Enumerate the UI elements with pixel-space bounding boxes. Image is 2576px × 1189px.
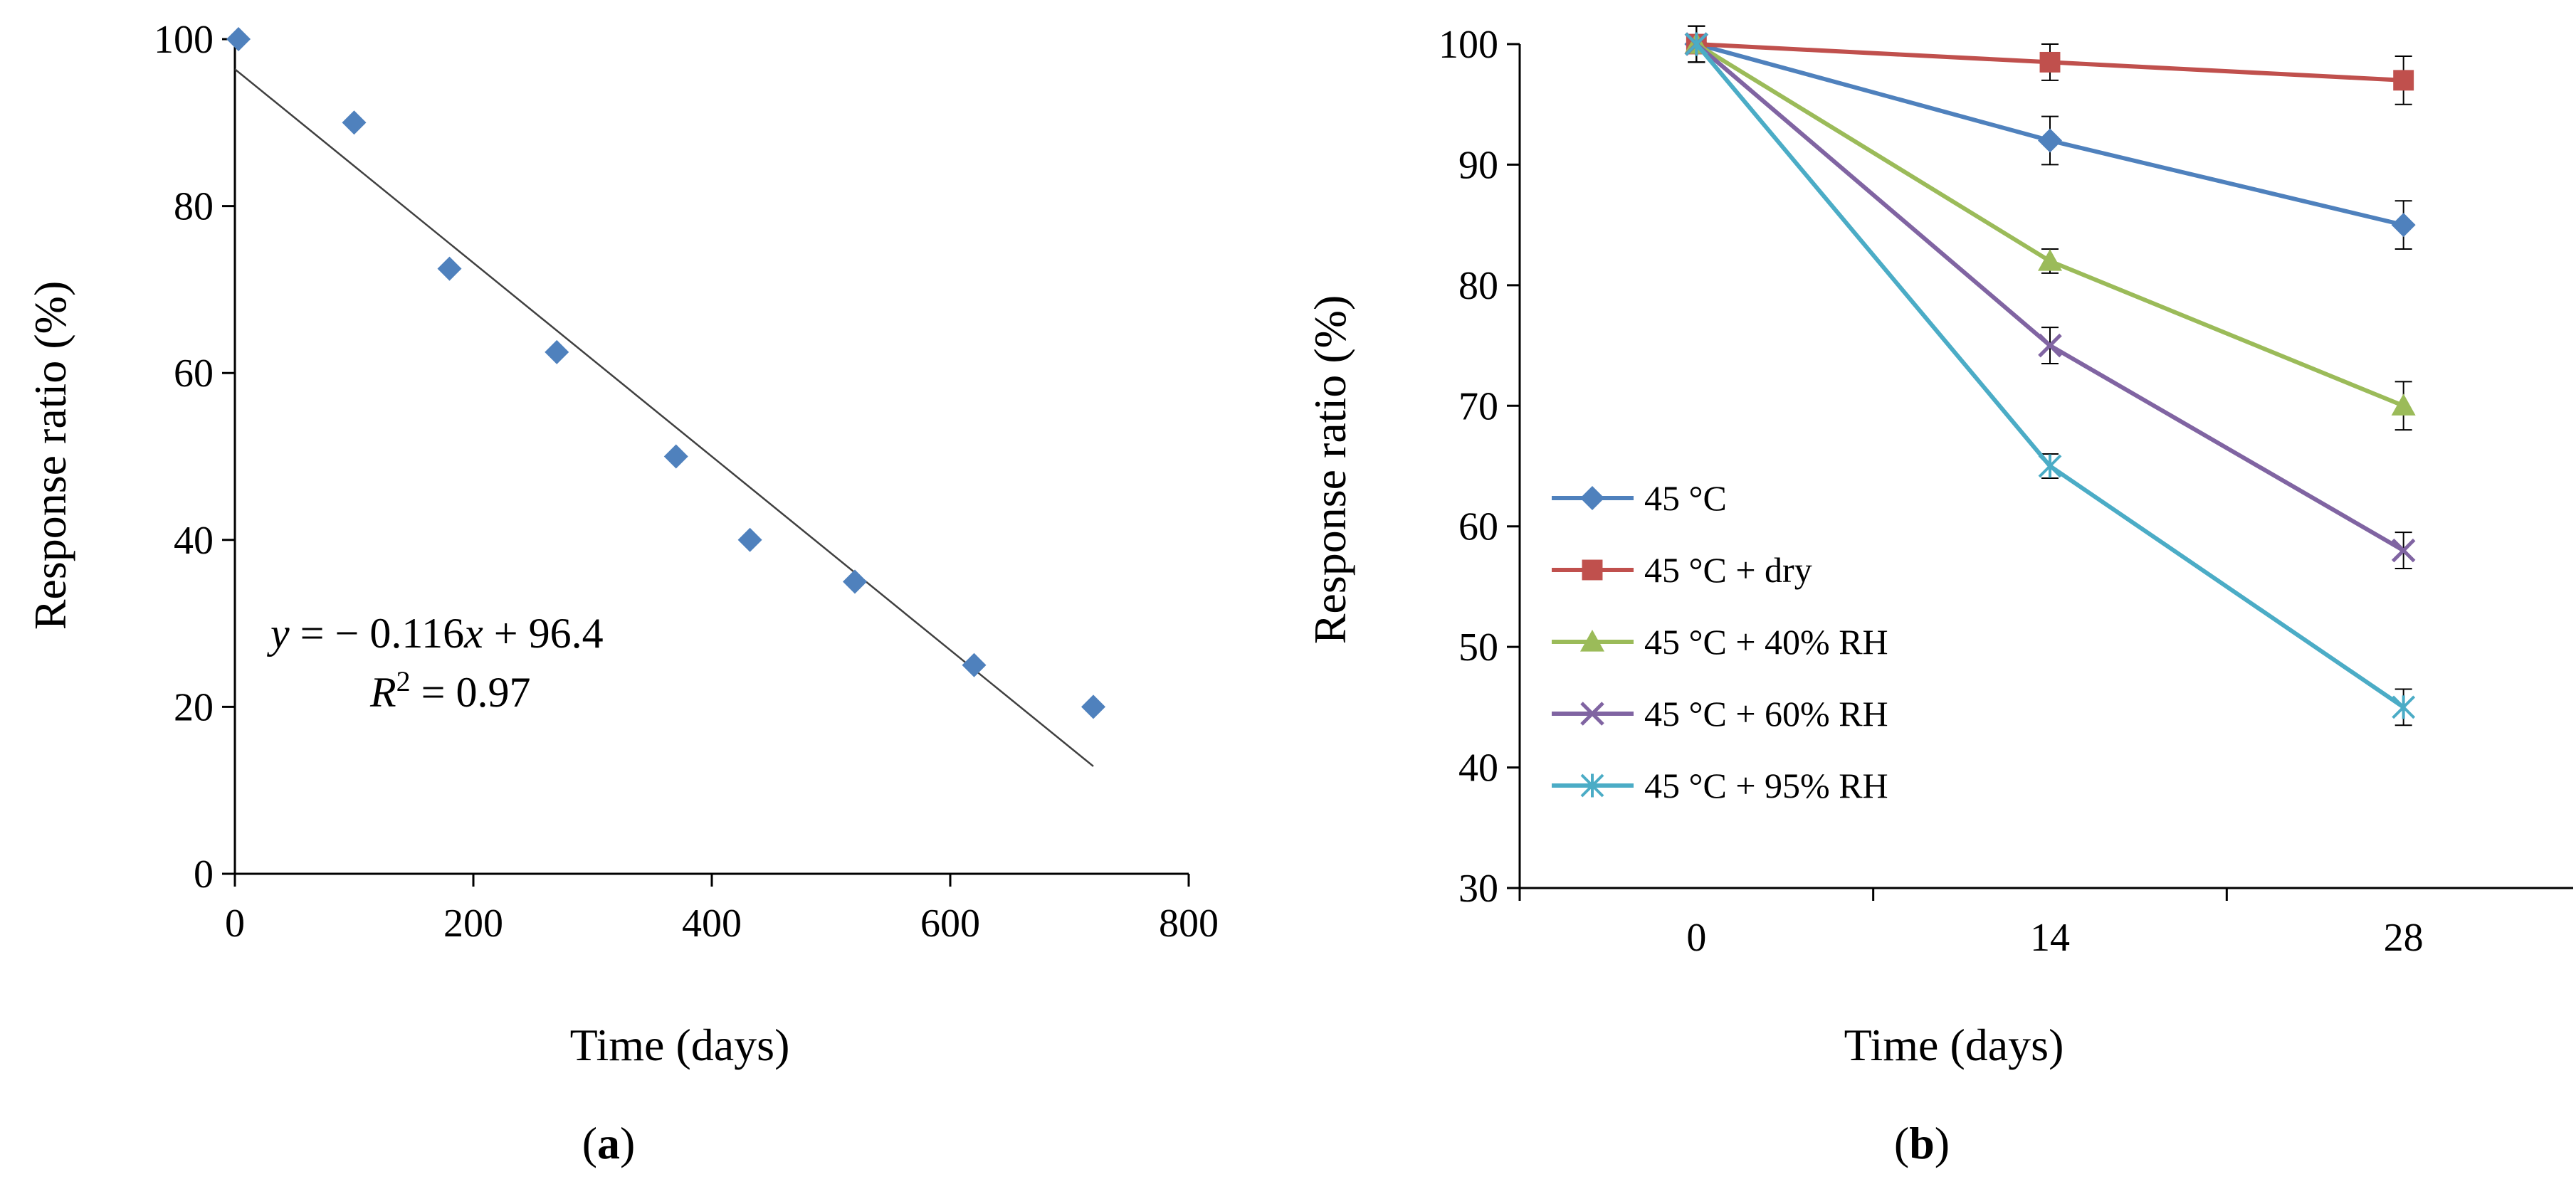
chart-marks: 0 20 40 60 80 100 0 200 400 600 800 30 40 50 60 70 80 90 1…	[154, 18, 2573, 960]
panel-a: Time (days) Response ratio (%) (a) y = −…	[25, 281, 789, 1168]
legend-label: 45 °C + 40% RH	[1644, 622, 1888, 662]
panel-a-y-tick-label: 40	[174, 519, 214, 563]
legend-item: 45 °C	[1552, 478, 1727, 518]
panel-a-x-tick-label: 400	[682, 902, 742, 946]
panel-b-y-tick-label: 100	[1439, 23, 1498, 67]
panel-a-y-tick-label: 0	[194, 852, 214, 897]
scatter-point	[226, 27, 251, 51]
series-point	[2393, 70, 2414, 91]
legend-item: 45 °C + 95% RH	[1552, 766, 1888, 805]
legend-label: 45 °C + dry	[1644, 550, 1812, 590]
panel-b-y-tick-label: 60	[1458, 505, 1498, 549]
panel-a-x-tick-label: 800	[1159, 902, 1219, 946]
panel-b-y-axis-title: Response ratio (%)	[1305, 295, 1355, 645]
panel-a-x-tick-label: 600	[920, 902, 980, 946]
scatter-point	[1081, 694, 1105, 719]
series-point	[2038, 248, 2062, 271]
panel-a-label: (a)	[582, 1118, 636, 1168]
panel-b-y-tick-label: 80	[1458, 264, 1498, 308]
series-point	[1684, 32, 1708, 56]
series-point-stroke-2	[2038, 333, 2062, 358]
scatter-point	[962, 652, 987, 677]
fit-equation: y = − 0.116x + 96.4	[266, 610, 604, 657]
panel-b-y-tick-label: 50	[1458, 625, 1498, 670]
scatter-point	[843, 569, 867, 594]
legend-swatch-marker	[1582, 559, 1603, 581]
legend-swatch-marker-stroke-2	[1580, 702, 1604, 726]
panel-b-x-tick-label: 28	[2384, 916, 2424, 960]
scatter-point	[545, 339, 569, 364]
panel-b-x-tick-label: 0	[1686, 916, 1706, 960]
series-point	[2391, 393, 2416, 416]
panel-b-y-tick-label: 90	[1458, 143, 1498, 187]
series-4	[1684, 25, 2416, 570]
panel-a-y-axis-title: Response ratio (%)	[25, 281, 75, 630]
scatter-point	[437, 256, 462, 281]
series-point	[2038, 454, 2062, 478]
series-5	[1684, 25, 2416, 726]
series-point	[2039, 51, 2061, 73]
series-point	[2038, 128, 2062, 153]
panel-a-y-tick-label: 20	[174, 685, 214, 729]
legend-swatch-marker	[1580, 773, 1604, 798]
panel-a-y-tick-label: 100	[154, 18, 214, 62]
panel-b-label: (b)	[1894, 1118, 1950, 1168]
series-point-stroke-2	[2391, 538, 2416, 563]
fit-line	[234, 68, 1094, 767]
fit-r-squared: R2 = 0.97	[369, 665, 531, 716]
series-point	[2391, 213, 2416, 238]
panel-b-y-tick-label: 70	[1458, 384, 1498, 428]
series-point	[2038, 333, 2062, 358]
legend-item: 45 °C + 40% RH	[1552, 622, 1888, 662]
panel-b-y-tick-label: 40	[1458, 746, 1498, 791]
legend-swatch-marker	[1580, 486, 1604, 510]
panel-b-x-tick-label: 14	[2030, 916, 2070, 960]
panel-a-x-axis-title: Time (days)	[570, 1020, 790, 1070]
legend-swatch-marker	[1580, 630, 1604, 652]
series-3	[1684, 25, 2416, 431]
panel-a-y-tick-label: 80	[174, 185, 214, 229]
panel-a-x-tick-label: 0	[225, 902, 245, 946]
series-2	[1686, 25, 2414, 105]
panel-b: Time (days) Response ratio (%) (b)	[1305, 295, 2064, 1168]
series-point	[2391, 538, 2416, 563]
legend-swatch-marker	[1580, 702, 1604, 726]
legend-label: 45 °C + 60% RH	[1644, 694, 1888, 734]
legend-item: 45 °C + dry	[1552, 550, 1812, 590]
legend-label: 45 °C + 95% RH	[1644, 766, 1888, 805]
scatter-point	[342, 110, 367, 135]
panel-b-x-axis-title: Time (days)	[1844, 1020, 2064, 1070]
scatter-point	[663, 444, 688, 469]
panel-a-x-tick-label: 200	[443, 902, 503, 946]
series-point	[2392, 695, 2416, 719]
legend-item: 45 °C + 60% RH	[1552, 694, 1888, 734]
legend-label: 45 °C	[1644, 478, 1727, 518]
scatter-point	[737, 527, 762, 552]
panel-b-y-tick-label: 30	[1458, 867, 1498, 911]
legend: 45 °C 45 °C + dry 45 °C + 40% RH 45 °C + 60…	[1552, 478, 1888, 805]
panel-a-y-tick-label: 60	[174, 352, 214, 396]
